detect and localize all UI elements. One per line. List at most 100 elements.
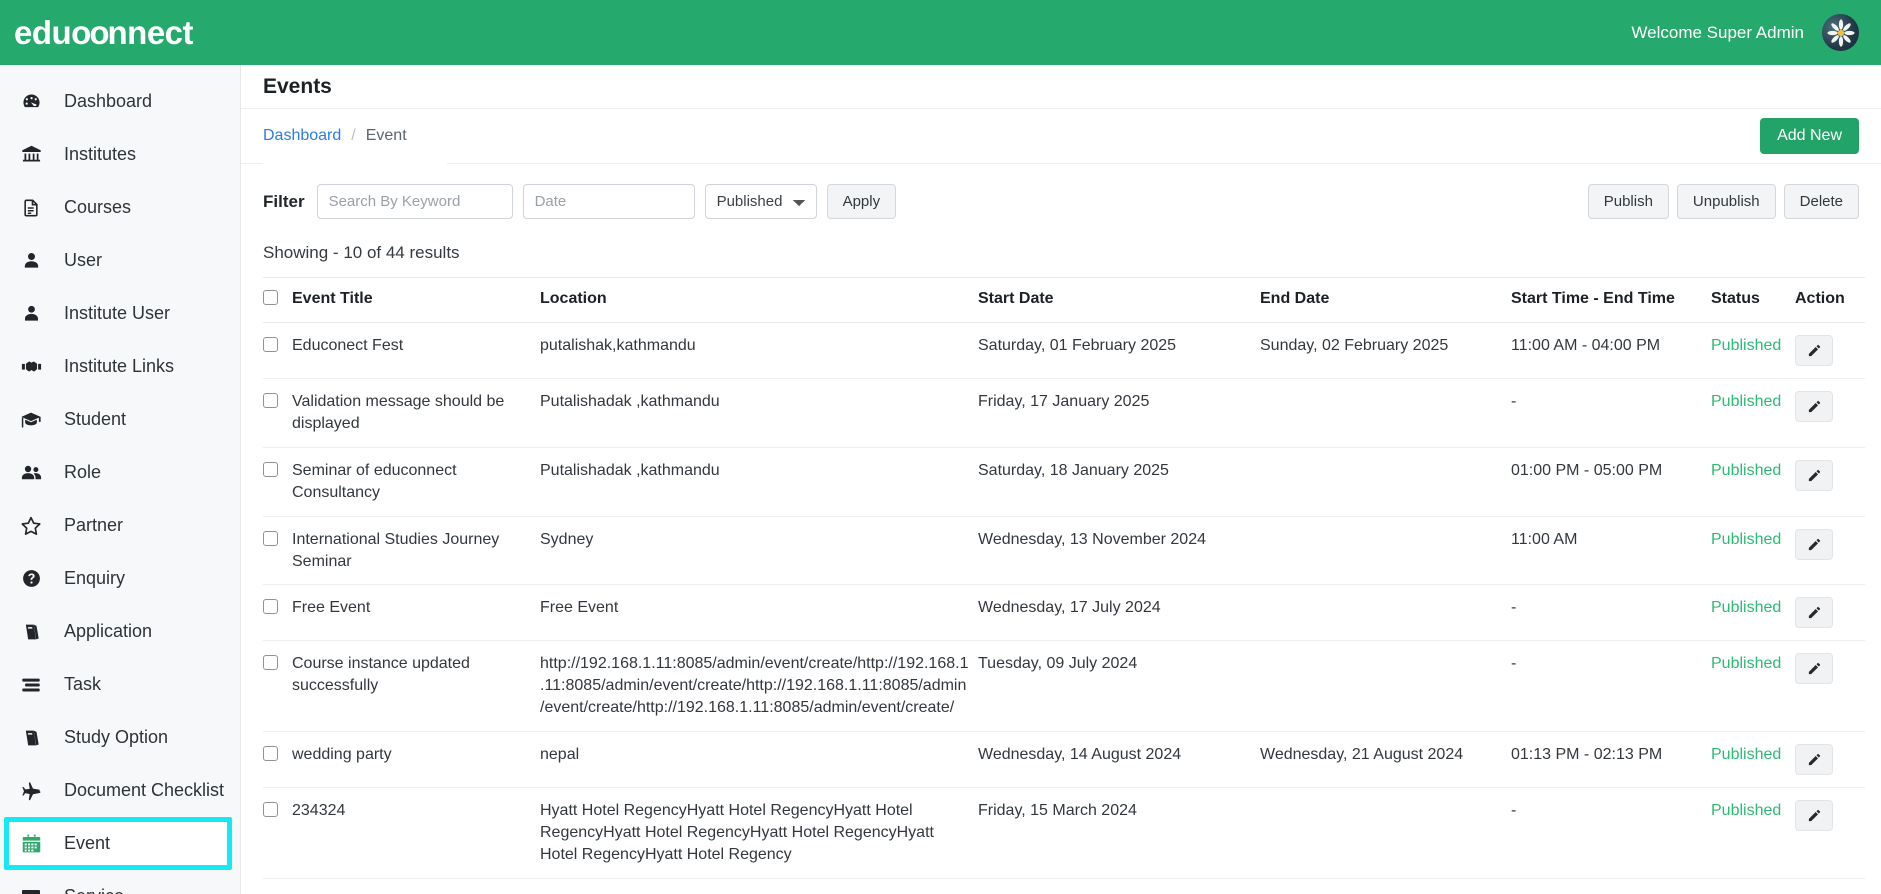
status-filter-select[interactable]: Published	[704, 184, 817, 219]
cell-time-range: -	[1511, 787, 1711, 879]
publish-button[interactable]: Publish	[1587, 184, 1669, 219]
table-row: International Studies Journey Seminar Syd…	[263, 516, 1865, 586]
sidebar-item-role[interactable]: Role	[0, 446, 240, 499]
sidebar-item-label: User	[64, 250, 103, 270]
sidebar-item-institutes[interactable]: Institutes	[0, 128, 240, 181]
breadcrumb-dashboard-link[interactable]: Dashboard	[263, 126, 342, 144]
brand-logo-oo: oo	[71, 14, 109, 51]
sidebar-item-user[interactable]: User	[0, 234, 240, 287]
table-header-row: Event Title Location Start Date End Date…	[263, 277, 1865, 323]
sidebar-item-institute-user[interactable]: Institute User	[0, 287, 240, 340]
row-checkbox[interactable]	[263, 337, 278, 352]
delete-button[interactable]: Delete	[1783, 184, 1859, 219]
edit-icon[interactable]	[1795, 459, 1833, 491]
sidebar-item-student[interactable]: Student	[0, 393, 240, 446]
row-select-cell	[263, 516, 292, 586]
edit-icon[interactable]	[1795, 653, 1833, 685]
cell-event-title: Free Event	[292, 584, 540, 642]
cell-end-date	[1260, 584, 1511, 642]
row-checkbox[interactable]	[263, 599, 278, 615]
row-checkbox[interactable]	[263, 746, 278, 762]
apply-filter-button[interactable]: Apply	[826, 184, 897, 219]
cell-event-title: Seminar of educonnect Consultancy	[292, 447, 540, 517]
cell-location: Sydney	[540, 516, 978, 586]
edit-icon[interactable]	[1795, 744, 1833, 776]
sidebar-item-partner[interactable]: Partner	[0, 499, 240, 552]
row-checkbox[interactable]	[263, 530, 278, 546]
page-title-bar: Events	[241, 65, 1881, 109]
sidebar-item-enquiry[interactable]: Enquiry	[0, 552, 240, 605]
book-icon	[18, 621, 44, 643]
cell-action	[1795, 584, 1865, 642]
cell-end-date: Sunday, 02 February 2025	[1260, 322, 1511, 379]
edit-icon[interactable]	[1795, 800, 1833, 832]
cell-time-range: 01:00 PM - 05:00 PM	[1511, 447, 1711, 517]
row-checkbox[interactable]	[263, 802, 278, 818]
sidebar-item-study-option[interactable]: Study Option	[0, 711, 240, 764]
star-icon	[18, 515, 44, 537]
dashboard-gauge-icon	[18, 91, 44, 113]
row-checkbox[interactable]	[263, 393, 278, 408]
breadcrumb-separator: /	[351, 126, 356, 144]
cell-time-range: -	[1511, 584, 1711, 642]
breadcrumb-current: Event	[365, 126, 407, 144]
sidebar-item-courses[interactable]: Courses	[0, 181, 240, 234]
cell-end-date	[1260, 516, 1511, 586]
sidebar-item-dashboard[interactable]: Dashboard	[0, 75, 240, 128]
sidebar-item-task[interactable]: Task	[0, 658, 240, 711]
column-header-time-range[interactable]: Start Time - End Time	[1511, 277, 1711, 323]
search-input[interactable]	[316, 184, 513, 219]
brand-logo[interactable]: edu oo nnect	[0, 14, 194, 51]
column-header-event-title[interactable]: Event Title	[292, 277, 540, 323]
sidebar-item-event[interactable]: Event	[4, 817, 232, 870]
row-select-cell	[263, 584, 292, 642]
filter-controls: Filter Published Apply	[263, 184, 897, 219]
cell-action	[1795, 731, 1865, 789]
column-header-end-date[interactable]: End Date	[1260, 277, 1511, 323]
date-input[interactable]	[522, 184, 695, 219]
edit-icon[interactable]	[1795, 528, 1833, 560]
cell-start-date: Saturday, 18 January 2025	[978, 447, 1260, 517]
sidebar-item-service[interactable]: Service	[0, 870, 240, 894]
top-header-bar: edu oo nnect Welcome Super Admin	[0, 0, 1881, 65]
sidebar-item-application[interactable]: Application	[0, 605, 240, 658]
table-row: Validation message should be displayed Pu…	[263, 378, 1865, 448]
row-checkbox[interactable]	[263, 461, 278, 477]
sidebar-item-label: Dashboard	[64, 91, 153, 111]
sidebar-item-label: Student	[64, 409, 127, 429]
edit-icon[interactable]	[1795, 391, 1833, 422]
status-badge: Published	[1711, 731, 1795, 789]
sidebar-item-label: Institute User	[64, 303, 171, 323]
user-icon	[18, 250, 44, 272]
cell-time-range: -	[1511, 378, 1711, 448]
column-header-status[interactable]: Status	[1711, 277, 1795, 323]
unpublish-button[interactable]: Unpublish	[1676, 184, 1776, 219]
column-header-location[interactable]: Location	[540, 277, 978, 323]
breadcrumb-bar: Dashboard / Event Add New	[241, 109, 1881, 164]
add-new-button[interactable]: Add New	[1760, 118, 1859, 154]
row-select-cell	[263, 731, 292, 789]
column-header-start-date[interactable]: Start Date	[978, 277, 1260, 323]
table-head: Event Title Location Start Date End Date…	[263, 277, 1865, 323]
table-row: Course instance updated successfully http…	[263, 640, 1865, 733]
cell-event-title: wedding party	[292, 731, 540, 789]
edit-icon[interactable]	[1795, 335, 1833, 366]
user-tie-icon	[18, 303, 44, 325]
select-all-checkbox[interactable]	[263, 290, 278, 305]
filter-label: Filter	[263, 191, 305, 211]
table-body: Educonect Fest putalishak,kathmandu Saturd…	[263, 322, 1865, 879]
edit-icon[interactable]	[1795, 597, 1833, 629]
sidebar-item-institute-links[interactable]: Institute Links	[0, 340, 240, 393]
cell-event-title: Validation message should be displayed	[292, 378, 540, 448]
status-badge: Published	[1711, 584, 1795, 642]
avatar-flower-icon	[1826, 18, 1855, 47]
cell-location: Hyatt Hotel RegencyHyatt Hotel RegencyHy…	[540, 787, 978, 879]
status-badge: Published	[1711, 787, 1795, 879]
sidebar-item-label: Task	[64, 674, 102, 694]
brand-logo-pre: edu	[14, 14, 72, 51]
user-avatar[interactable]	[1822, 14, 1859, 51]
row-checkbox[interactable]	[263, 655, 278, 671]
sidebar-item-document-checklist[interactable]: Document Checklist	[0, 764, 240, 817]
sidebar-item-label: Study Option	[64, 727, 169, 747]
status-badge: Published	[1711, 640, 1795, 733]
